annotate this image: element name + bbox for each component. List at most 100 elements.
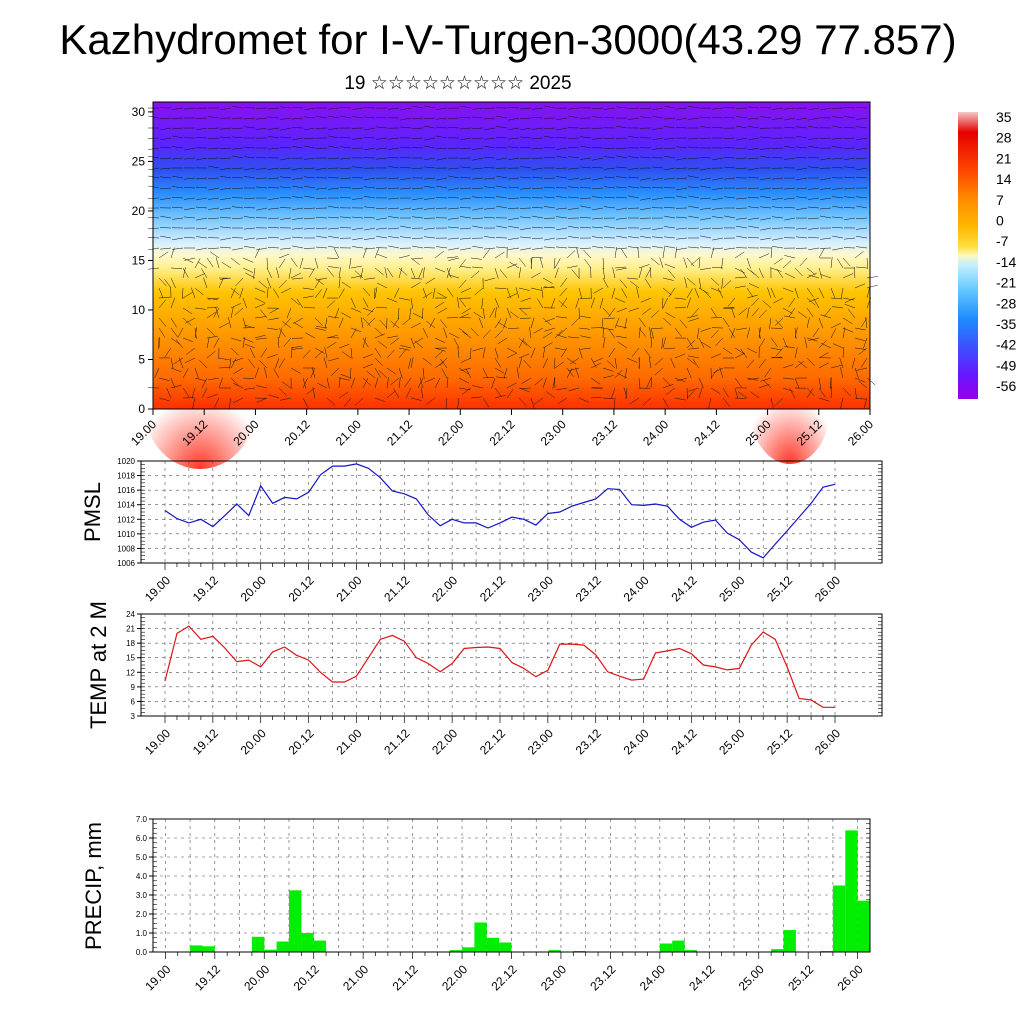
wind-barb (278, 387, 287, 396)
wind-barb (710, 247, 715, 259)
wind-barb (832, 306, 844, 309)
wind-barb (422, 327, 429, 338)
wind-barb (194, 327, 198, 339)
wind-barb (343, 397, 352, 407)
wind-barb (724, 247, 736, 250)
wind-barb (767, 287, 772, 299)
wind-barb (580, 136, 592, 139)
wind-barb (844, 297, 856, 303)
wind-barb (796, 117, 808, 121)
wind-barb (652, 127, 664, 130)
wind-barb (560, 277, 568, 287)
wind-barb (268, 116, 280, 119)
wind-barb (676, 157, 688, 161)
wind-barb (350, 297, 356, 309)
wind-barb (448, 274, 460, 279)
wind-barb (496, 185, 508, 189)
wind-barb (279, 197, 292, 199)
xtick-label: 22.12 (477, 573, 508, 604)
wind-barb (806, 272, 817, 279)
wind-barb (292, 137, 304, 141)
wind-barb (602, 267, 606, 279)
wind-barb (352, 137, 364, 140)
wind-barb (459, 227, 472, 230)
wind-barb (481, 297, 484, 309)
wind-barb (532, 247, 544, 250)
wind-barb (310, 367, 316, 379)
wind-barb (830, 364, 842, 369)
wind-barb (770, 337, 778, 347)
wind-barb (508, 217, 520, 221)
wind-barb (842, 346, 845, 359)
wind-barb (425, 277, 436, 285)
wind-barb (352, 227, 364, 230)
wind-barb (661, 337, 664, 349)
wind-barb (723, 117, 736, 119)
wind-barb (496, 376, 508, 379)
wind-barb (855, 107, 868, 109)
wind-barb (364, 277, 376, 280)
wind-barb (762, 300, 772, 309)
wind-barb (723, 107, 736, 109)
wind-barb (518, 307, 528, 316)
wind-barb (688, 195, 700, 199)
wind-barb (649, 327, 652, 339)
wind-barb (398, 367, 403, 379)
pmsl-frame (140, 460, 883, 564)
wind-barb (268, 167, 280, 170)
wind-barb (760, 237, 772, 241)
wind-barb (484, 177, 496, 180)
wind-barb (448, 217, 460, 220)
wind-barb (699, 116, 712, 119)
colorbar-label: -21 (996, 275, 1016, 291)
wind-barb (182, 257, 194, 263)
wind-barb (663, 347, 676, 350)
wind-barb (338, 377, 350, 381)
wind-barb (556, 246, 568, 249)
wind-barb (411, 167, 424, 169)
wind-barb (806, 287, 814, 298)
wind-barb (855, 176, 868, 179)
wind-barb (184, 157, 196, 160)
wind-barb (362, 247, 367, 259)
wind-barb (290, 367, 301, 374)
wind-barb (208, 297, 220, 300)
wind-barb (400, 225, 412, 229)
wind-barb (384, 267, 388, 279)
wind-barb (228, 397, 232, 409)
wind-barb (323, 357, 328, 369)
wind-barb (679, 319, 688, 329)
wind-barb (411, 127, 424, 129)
wind-barb (578, 347, 583, 359)
wind-barb (843, 137, 856, 139)
wind-barb (701, 341, 712, 349)
section-field (153, 102, 870, 409)
wind-barb (207, 177, 220, 179)
wind-barb (508, 137, 520, 140)
wind-barb (772, 237, 784, 241)
wind-barb (686, 277, 696, 286)
wind-barb (170, 317, 177, 328)
wind-barb (304, 227, 316, 230)
wind-barb (773, 257, 784, 265)
wind-barb (208, 227, 220, 231)
wind-barb (686, 390, 696, 399)
wind-barb (482, 347, 486, 359)
wind-barb (508, 177, 520, 180)
wind-barb (229, 357, 232, 369)
wind-barb (729, 328, 736, 339)
wind-barb (518, 337, 528, 346)
colorbar-label: 0 (996, 213, 1004, 229)
wind-barb (686, 315, 698, 319)
wind-barb (465, 368, 472, 379)
wind-barb (424, 227, 436, 230)
wind-barb (221, 261, 232, 269)
wind-barb (692, 358, 700, 369)
wind-barb (804, 337, 808, 349)
wind-barb (398, 349, 407, 359)
wind-barb (349, 367, 352, 380)
wind-barb (293, 322, 304, 329)
wind-barb (207, 137, 220, 139)
wind-barb (196, 236, 208, 239)
wind-barb (556, 147, 568, 150)
